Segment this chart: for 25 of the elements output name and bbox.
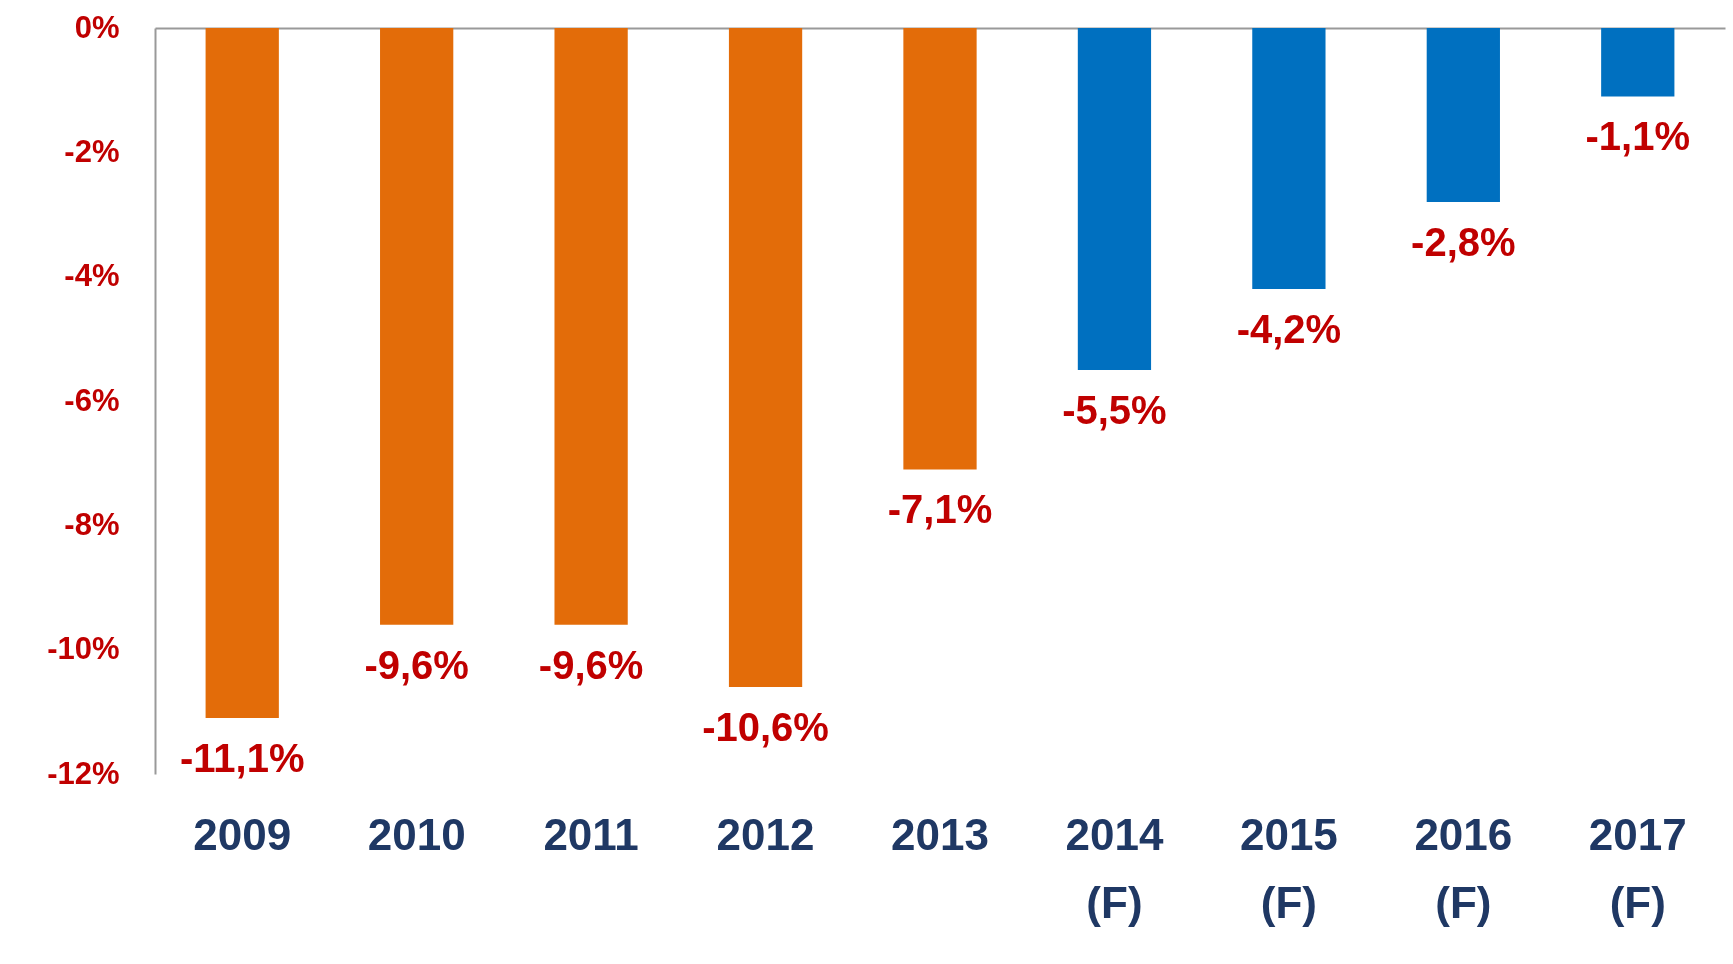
x-tick-label: 2013 — [891, 809, 989, 859]
data-label: -4,2% — [1236, 307, 1342, 352]
x-tick-label: 2014 (F) — [1065, 809, 1164, 927]
x-tick-label: 2010 — [367, 809, 466, 859]
x-tick-label: 2012 — [716, 809, 815, 859]
y-tick-label: -6% — [64, 382, 120, 418]
x-tick-label: 2016 (F) — [1414, 809, 1513, 927]
data-label: -7,1% — [887, 487, 993, 532]
y-tick-label: 0% — [74, 9, 120, 45]
y-tick-label: -8% — [64, 506, 120, 542]
y-tick-label: -12% — [47, 755, 120, 791]
data-label: -10,6% — [702, 704, 829, 749]
x-tick-label: 2017 (F) — [1588, 809, 1687, 927]
y-tick-label: -10% — [47, 631, 120, 667]
data-label: -2,8% — [1411, 220, 1516, 265]
x-tick-label: 2009 — [193, 809, 292, 859]
data-label: -9,6% — [364, 642, 469, 687]
x-tick-label: 2015 (F) — [1239, 809, 1338, 927]
x-tick-label: 2011 — [543, 809, 639, 859]
data-label: -1,1% — [1585, 114, 1691, 159]
y-tick-label: -2% — [64, 133, 120, 169]
y-tick-label: -4% — [64, 258, 120, 294]
data-label: -11,1% — [179, 736, 305, 781]
data-label: -9,6% — [538, 642, 644, 687]
data-label: -5,5% — [1062, 387, 1167, 432]
